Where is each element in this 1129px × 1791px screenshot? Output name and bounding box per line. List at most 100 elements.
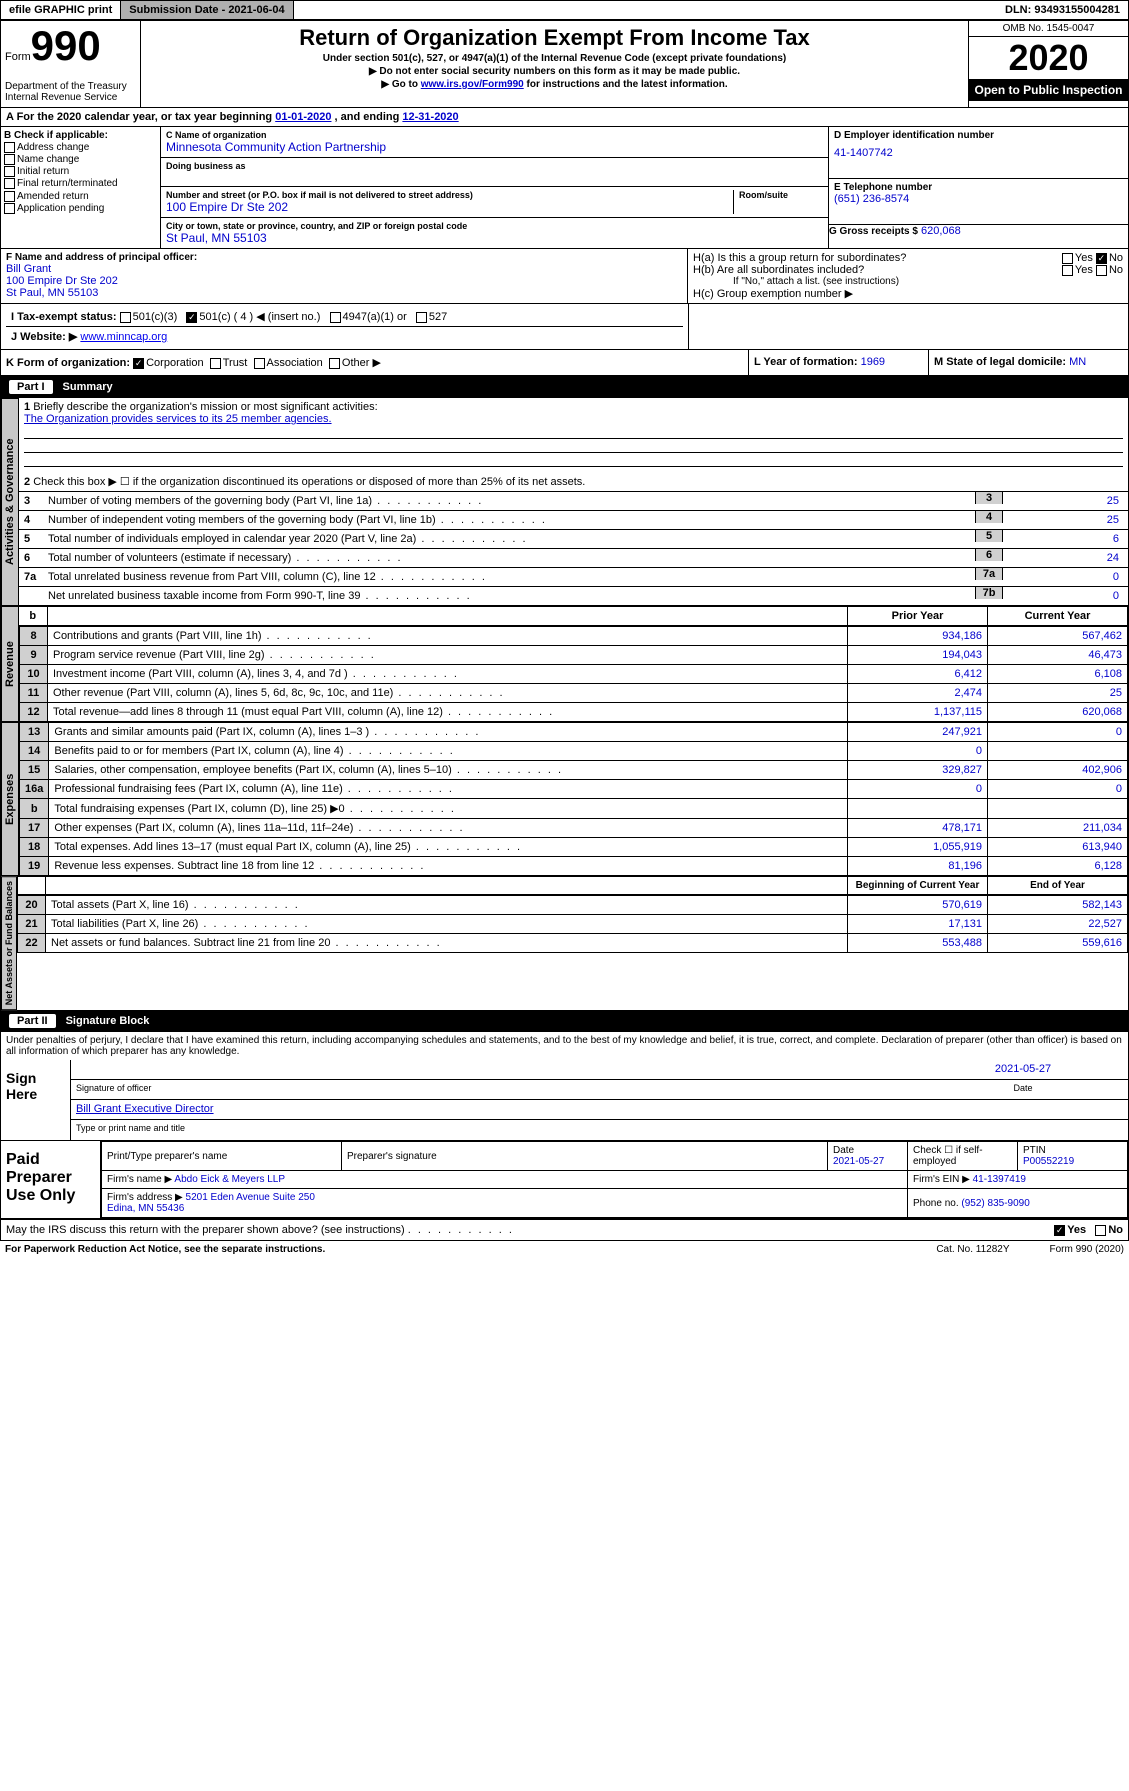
period-begin: 01-01-2020 [275,111,331,123]
chk-4947[interactable]: 4947(a)(1) or [343,311,407,323]
paid-preparer-label: Paid Preparer Use Only [1,1141,101,1218]
phone-value: (651) 236-8574 [834,193,1123,205]
tax-year: 2020 [969,37,1128,79]
tax-status-label: I Tax-exempt status: [11,311,117,323]
discuss-yes: Yes [1067,1224,1086,1236]
org-address: 100 Empire Dr Ste 202 [166,200,733,214]
table-row: 19Revenue less expenses. Subtract line 1… [20,857,1128,876]
firm-phone-label: Phone no. [913,1198,959,1209]
chk-trust[interactable]: Trust [223,357,248,369]
phone-label: E Telephone number [834,182,1123,193]
discuss-question: May the IRS discuss this return with the… [6,1224,405,1236]
ein-value: 41-1407742 [834,147,1123,159]
part1-title: Summary [63,381,113,393]
type-name-label: Type or print name and title [76,1123,185,1137]
ha-label: H(a) Is this a group return for subordin… [693,252,906,264]
submission-date: Submission Date - 2021-06-04 [121,1,293,19]
table-row: 17Other expenses (Part IX, column (A), l… [20,819,1128,838]
city-label: City or town, state or province, country… [166,221,823,231]
summary-line: 5Total number of individuals employed in… [19,530,1128,549]
addr-label: Number and street (or P.O. box if mail i… [166,190,733,200]
state-domicile-label: M State of legal domicile: [934,356,1066,368]
form-title: Return of Organization Exempt From Incom… [145,25,964,51]
gross-label: G Gross receipts $ [829,226,918,237]
ha-no[interactable]: No [1109,252,1123,264]
table-row: 11Other revenue (Part VIII, column (A), … [20,684,1128,703]
ptin-value: P00552219 [1023,1156,1074,1167]
year-formation: 1969 [861,356,885,368]
hb-no[interactable]: No [1109,264,1123,276]
dept-treasury: Department of the Treasury Internal Reve… [5,81,136,103]
paperwork-notice: For Paperwork Reduction Act Notice, see … [5,1244,325,1255]
chk-assoc[interactable]: Association [267,357,323,369]
website-label: J Website: ▶ [11,331,77,343]
chk-amended[interactable]: Amended return [4,191,157,202]
chk-address-change[interactable]: Address change [4,142,157,153]
chk-name-change[interactable]: Name change [4,154,157,165]
cat-no: Cat. No. 11282Y [936,1244,1009,1255]
subtitle-2: ▶ Do not enter social security numbers o… [145,66,964,77]
officer-label: F Name and address of principal officer: [6,252,682,263]
q2-label: Check this box ▶ ☐ if the organization d… [33,476,585,488]
summary-line: 6Total number of volunteers (estimate if… [19,549,1128,568]
discuss-no: No [1108,1224,1123,1236]
hb-note: If "No," attach a list. (see instruction… [693,276,1123,287]
form990-link[interactable]: www.irs.gov/Form990 [421,79,524,90]
chk-501c3[interactable]: 501(c)(3) [133,311,178,323]
hdr-end: End of Year [988,877,1128,895]
prep-date: 2021-05-27 [833,1156,884,1167]
form-number: 990 [31,22,101,69]
summary-line: Net unrelated business taxable income fr… [19,587,1128,606]
box-b-title: B Check if applicable: [4,130,157,141]
chk-other[interactable]: Other ▶ [342,357,381,369]
q1-label: Briefly describe the organization's miss… [33,401,377,413]
hdr-prior: Prior Year [848,607,988,626]
officer-addr: 100 Empire Dr Ste 202 St Paul, MN 55103 [6,275,682,299]
subtitle-1: Under section 501(c), 527, or 4947(a)(1)… [145,53,964,64]
part1-num: Part I [9,380,53,394]
chk-final-return[interactable]: Final return/terminated [4,178,157,189]
firm-name-label: Firm's name ▶ [107,1174,172,1185]
table-row: 8Contributions and grants (Part VIII, li… [20,627,1128,646]
table-row: 22Net assets or fund balances. Subtract … [18,934,1128,953]
vlabel-revenue: Revenue [1,606,19,722]
hdr-current: Current Year [988,607,1128,626]
room-label: Room/suite [739,190,823,200]
officer-name-title: Bill Grant Executive Director [76,1103,214,1116]
hb-label: H(b) Are all subordinates included? [693,264,864,276]
firm-ein: 41-1397419 [973,1174,1026,1185]
table-row: 12Total revenue—add lines 8 through 11 (… [20,703,1128,722]
table-row: 16aProfessional fundraising fees (Part I… [20,780,1128,799]
table-row: bTotal fundraising expenses (Part IX, co… [20,799,1128,819]
chk-corp[interactable]: Corporation [146,357,203,369]
chk-501c[interactable]: 501(c) ( 4 ) ◀ (insert no.) [199,311,320,323]
mission-text: The Organization provides services to it… [24,413,332,425]
website-link[interactable]: www.minncap.org [80,331,167,343]
table-row: 18Total expenses. Add lines 13–17 (must … [20,838,1128,857]
gross-value: 620,068 [921,225,961,237]
sign-date: 2021-05-27 [923,1063,1123,1076]
date-label: Date [923,1083,1123,1096]
part2-title: Signature Block [66,1015,150,1027]
chk-initial-return[interactable]: Initial return [4,166,157,177]
table-row: 9Program service revenue (Part VIII, lin… [20,646,1128,665]
period-end: 12-31-2020 [402,111,458,123]
form-org-label: K Form of organization: [6,357,130,369]
state-domicile: MN [1069,356,1086,368]
hb-yes[interactable]: Yes [1075,264,1093,276]
sign-here-label: Sign Here [1,1060,71,1140]
prep-date-hdr: Date [833,1145,854,1156]
table-row: 14Benefits paid to or for members (Part … [20,742,1128,761]
table-row: 13Grants and similar amounts paid (Part … [20,723,1128,742]
ha-yes[interactable]: Yes [1075,252,1093,264]
form-footer: Form 990 (2020) [1050,1244,1124,1255]
preparer-sig-hdr: Preparer's signature [342,1142,828,1171]
dln: DLN: 93493155004281 [997,1,1128,19]
omb-number: OMB No. 1545-0047 [969,21,1128,37]
chk-application-pending[interactable]: Application pending [4,203,157,214]
ein-label: D Employer identification number [834,130,1123,141]
chk-527[interactable]: 527 [429,311,447,323]
discuss-no-chk[interactable] [1095,1225,1106,1236]
firm-ein-label: Firm's EIN ▶ [913,1174,970,1185]
discuss-yes-chk[interactable] [1054,1225,1065,1236]
